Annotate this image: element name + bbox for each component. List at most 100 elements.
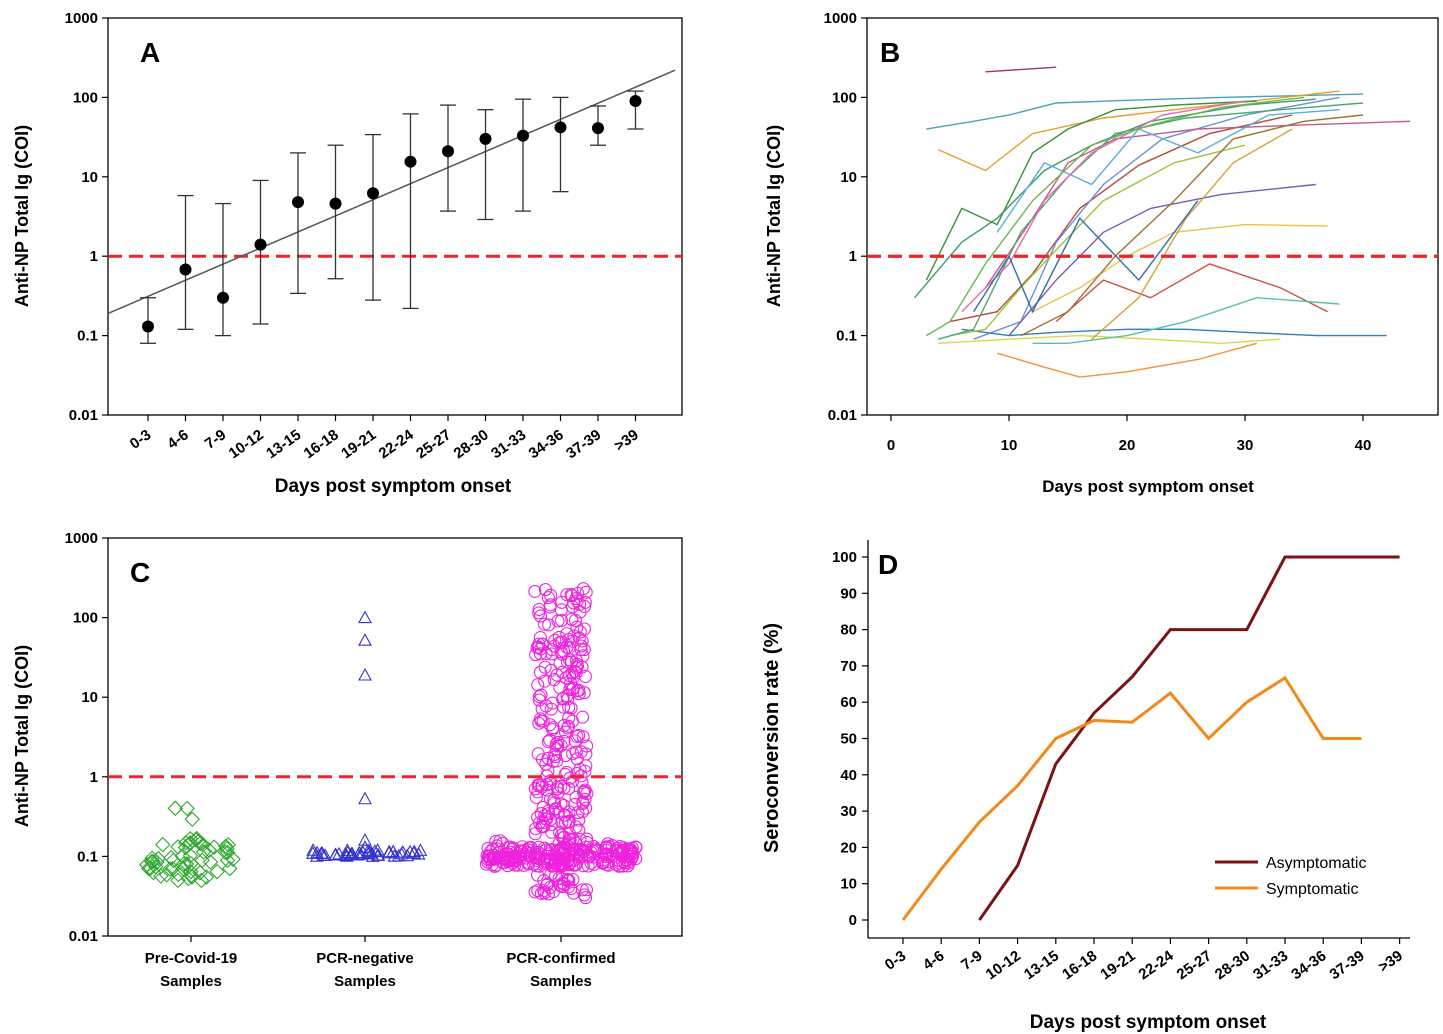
group-label: PCR-negative bbox=[316, 950, 414, 967]
data-marker bbox=[353, 847, 368, 860]
x-tick-label: 4-6 bbox=[920, 947, 948, 973]
data-marker bbox=[221, 860, 238, 877]
x-tick-label: 19-21 bbox=[1097, 947, 1138, 983]
x-tick-label: 0 bbox=[887, 437, 895, 454]
data-marker bbox=[400, 848, 415, 862]
data-marker bbox=[528, 885, 542, 899]
data-marker bbox=[508, 858, 522, 872]
x-tick-label: 10-12 bbox=[983, 947, 1024, 983]
data-marker bbox=[573, 625, 587, 639]
data-marker bbox=[202, 854, 219, 870]
subject-trajectory bbox=[914, 98, 1316, 299]
x-tick-label: 13-15 bbox=[263, 426, 304, 462]
subject-trajectory bbox=[1032, 296, 1340, 344]
panel-letter: D bbox=[878, 549, 898, 580]
subject-trajectory bbox=[926, 93, 1364, 130]
data-marker bbox=[563, 682, 577, 696]
data-point bbox=[142, 320, 154, 333]
x-tick-label: 7-9 bbox=[958, 947, 986, 973]
data-marker bbox=[554, 797, 568, 811]
data-marker bbox=[579, 759, 593, 773]
x-tick-label: 40 bbox=[1355, 437, 1372, 454]
data-marker bbox=[158, 867, 175, 883]
data-marker bbox=[358, 610, 372, 624]
data-marker bbox=[541, 591, 555, 605]
data-marker bbox=[170, 872, 186, 889]
data-marker bbox=[561, 692, 575, 706]
panel-c: 0.01 0.1 1 10 100 1000 Anti-NP Total Ig (COI) C… bbox=[12, 530, 683, 990]
y-tick-label: 0.1 bbox=[77, 848, 98, 865]
data-marker bbox=[529, 648, 543, 662]
data-marker bbox=[538, 583, 553, 597]
data-marker bbox=[551, 735, 565, 749]
group-label: Samples bbox=[160, 973, 222, 990]
x-tick-label: 10-12 bbox=[226, 426, 267, 462]
data-marker bbox=[556, 831, 570, 845]
panel-letter: A bbox=[140, 37, 160, 68]
subject-trajectory bbox=[973, 200, 1199, 314]
subject-trajectory bbox=[1055, 263, 1328, 323]
data-marker bbox=[413, 843, 428, 856]
data-marker bbox=[581, 859, 595, 873]
data-marker bbox=[581, 848, 595, 862]
data-marker bbox=[358, 840, 372, 853]
data-marker bbox=[328, 847, 343, 861]
plot-frame bbox=[107, 17, 683, 416]
data-marker bbox=[541, 735, 555, 749]
x-axis-label: Days post symptom onset bbox=[275, 476, 512, 497]
data-marker bbox=[554, 613, 569, 628]
subject-trajectory bbox=[949, 114, 1293, 323]
data-marker bbox=[145, 864, 162, 881]
data-marker bbox=[567, 670, 581, 684]
data-marker bbox=[554, 603, 568, 617]
y-axis-label: Anti-NP Total Ig (COI) bbox=[764, 125, 784, 307]
data-marker bbox=[613, 840, 627, 854]
data-marker bbox=[543, 718, 557, 732]
data-marker bbox=[528, 827, 542, 841]
data-marker bbox=[532, 778, 546, 792]
x-tick-label: 0-3 bbox=[127, 426, 155, 452]
data-marker bbox=[192, 835, 208, 852]
data-marker bbox=[184, 868, 201, 885]
data-marker bbox=[143, 853, 160, 870]
data-marker bbox=[531, 810, 545, 824]
data-marker bbox=[560, 588, 574, 602]
data-marker bbox=[521, 843, 535, 857]
legend-label: Asymptomatic bbox=[1266, 855, 1366, 872]
x-tick-label: 20 bbox=[1119, 437, 1136, 454]
data-marker bbox=[538, 660, 552, 674]
data-marker bbox=[192, 864, 208, 881]
x-tick-label: 31-33 bbox=[1250, 947, 1291, 983]
y-tick-label: 100 bbox=[73, 610, 98, 627]
data-marker bbox=[501, 847, 516, 861]
data-marker bbox=[557, 781, 571, 795]
data-marker bbox=[532, 690, 546, 704]
data-marker bbox=[225, 851, 241, 868]
data-marker bbox=[532, 693, 546, 707]
data-marker bbox=[549, 802, 563, 816]
group-label: Samples bbox=[530, 973, 592, 990]
data-marker bbox=[564, 701, 578, 715]
y-tick-label: 0 bbox=[849, 912, 857, 929]
data-marker bbox=[517, 858, 531, 872]
data-marker bbox=[537, 617, 552, 631]
data-marker bbox=[362, 844, 377, 858]
data-point bbox=[442, 145, 454, 158]
x-tick-label: 10 bbox=[1001, 437, 1018, 454]
data-marker bbox=[574, 639, 588, 653]
data-marker bbox=[167, 800, 184, 817]
data-marker bbox=[535, 637, 550, 651]
data-marker bbox=[543, 733, 557, 747]
y-axis-label: Seroconversion rate (%) bbox=[761, 623, 783, 853]
data-marker bbox=[371, 847, 386, 861]
data-marker bbox=[546, 754, 560, 768]
y-tick-label: 30 bbox=[840, 803, 857, 820]
data-marker bbox=[575, 660, 589, 674]
x-tick-label: 19-21 bbox=[338, 426, 379, 462]
data-marker bbox=[575, 634, 589, 648]
data-marker bbox=[502, 840, 516, 854]
data-marker bbox=[532, 716, 546, 730]
data-marker bbox=[358, 633, 372, 646]
subject-trajectory bbox=[1091, 128, 1293, 340]
data-marker bbox=[543, 598, 557, 612]
